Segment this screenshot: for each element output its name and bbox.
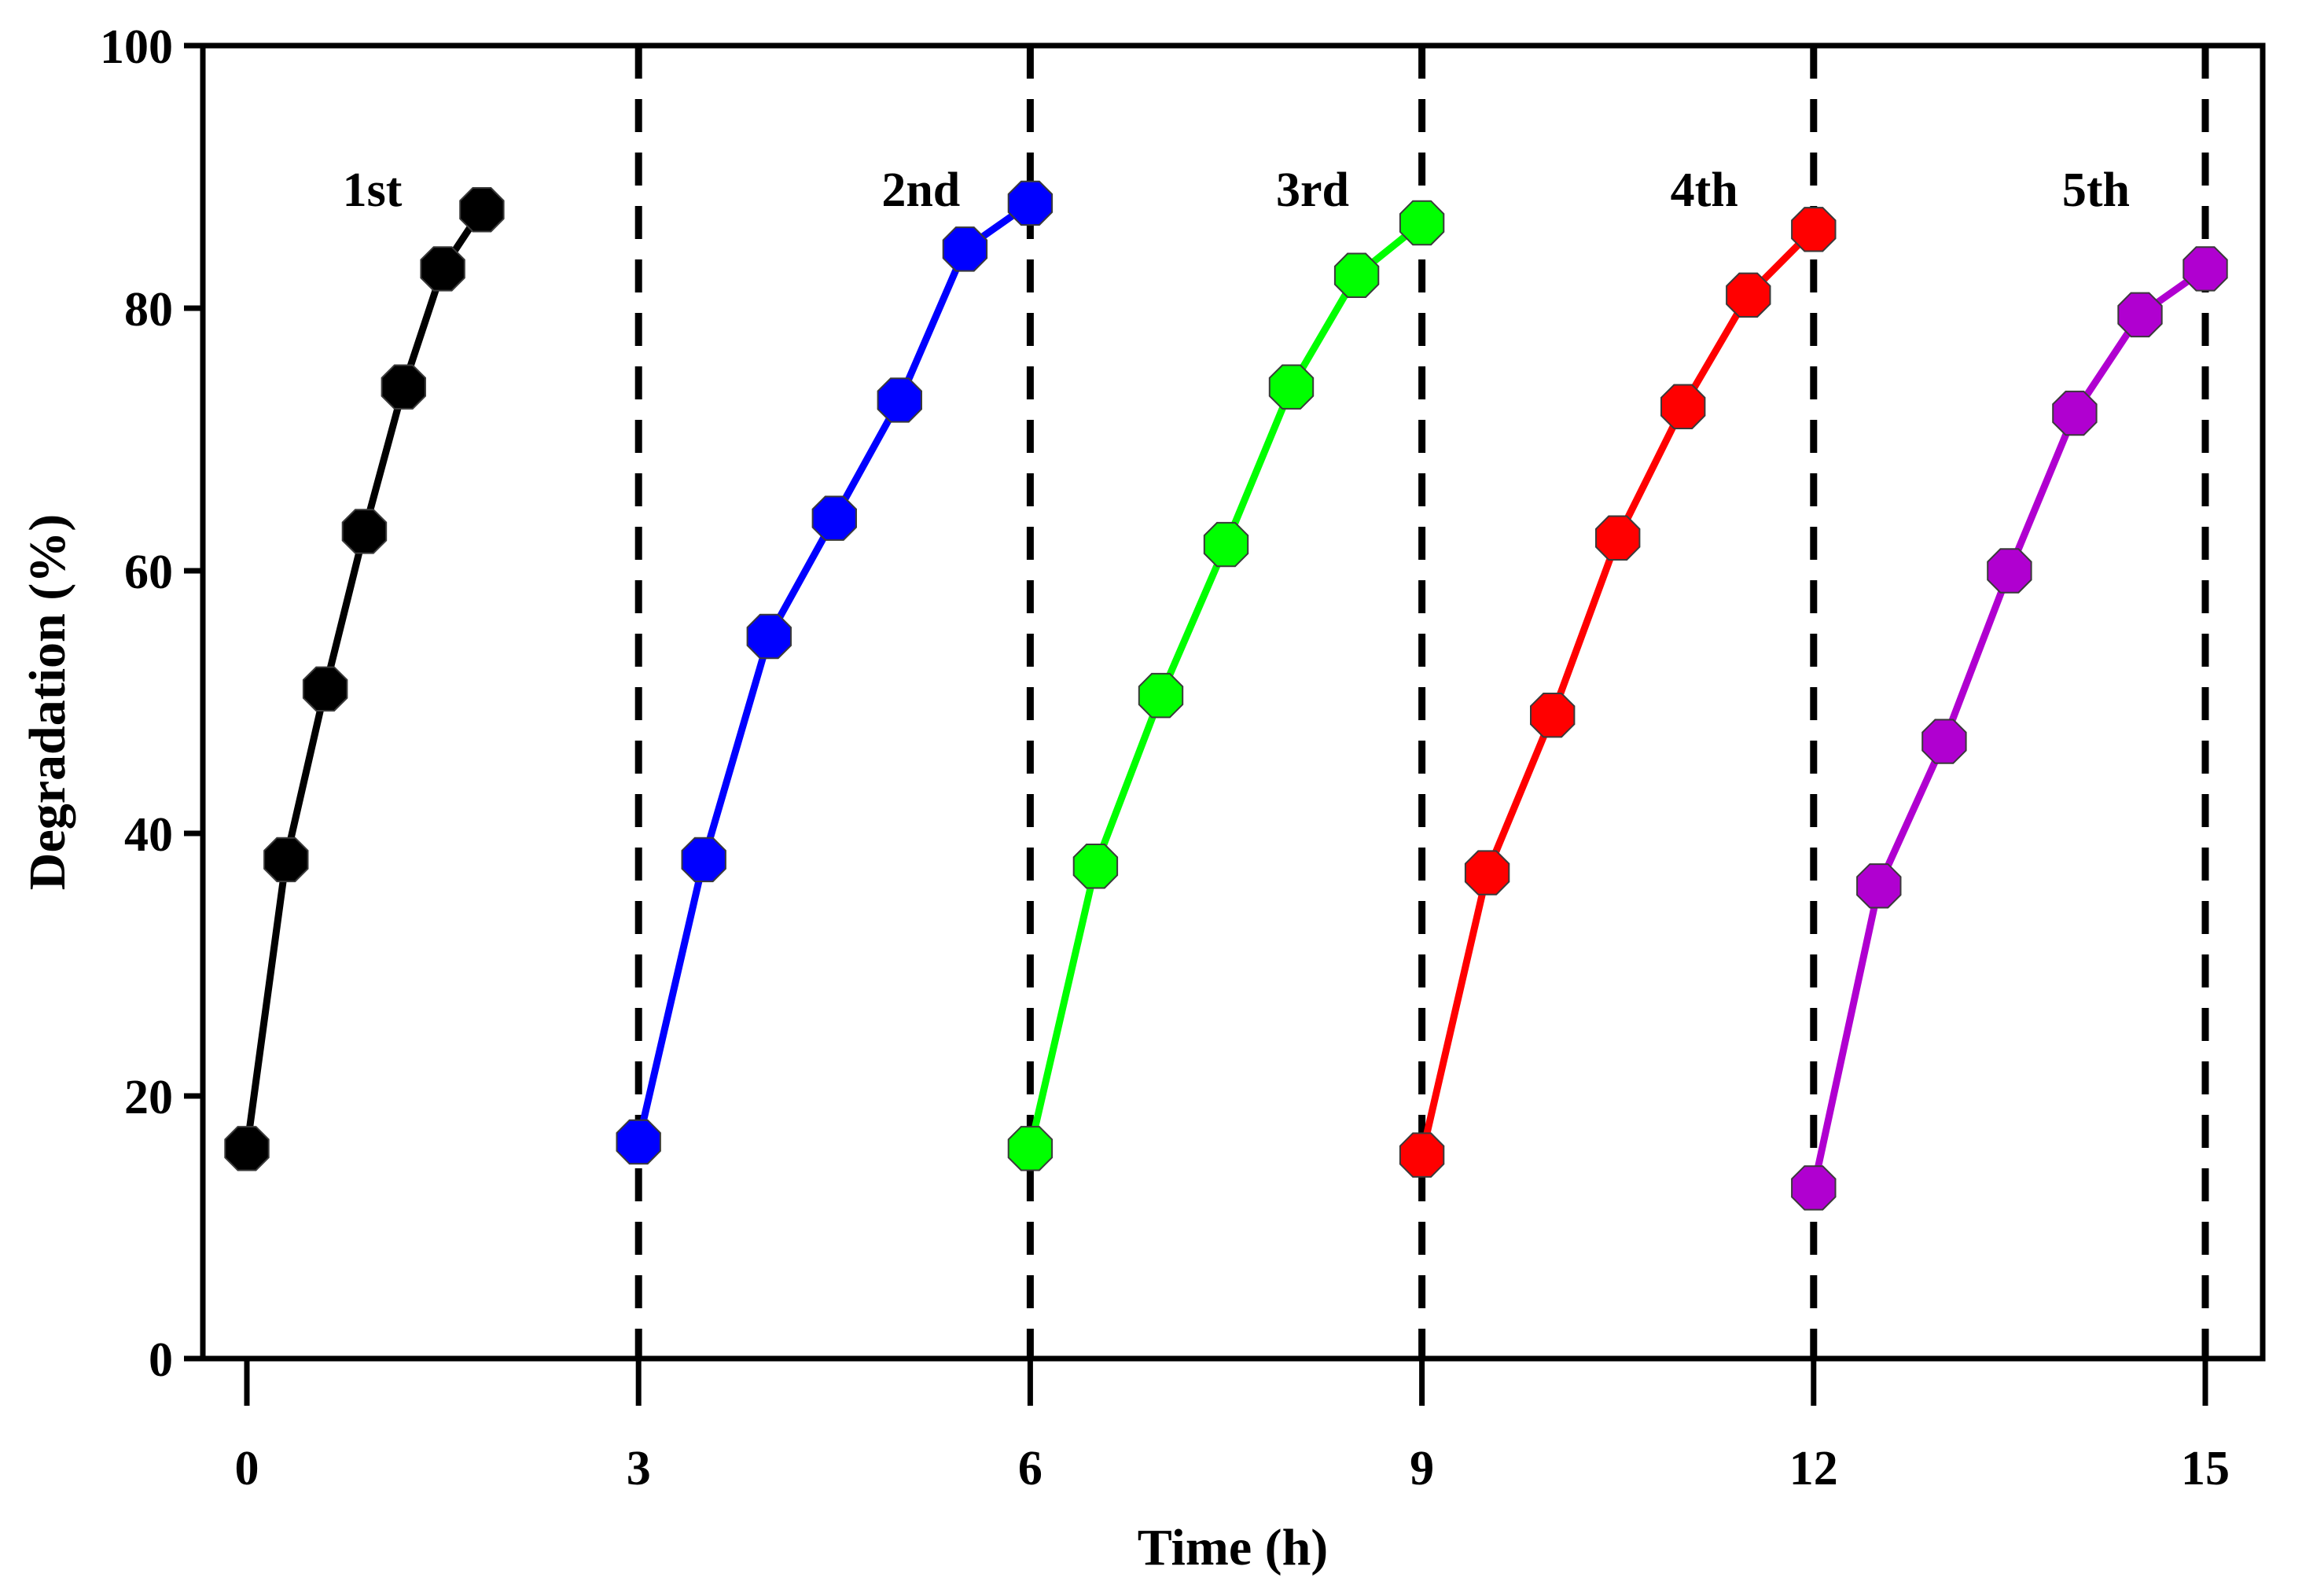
data-point bbox=[1791, 207, 1837, 252]
data-point bbox=[1007, 180, 1054, 226]
data-series bbox=[224, 180, 2228, 1211]
data-point bbox=[459, 187, 505, 233]
data-point bbox=[381, 364, 426, 410]
cycle-labels: 1st 2nd 3rd 4th 5th bbox=[343, 164, 2130, 217]
data-point bbox=[1007, 1126, 1054, 1171]
data-point bbox=[1726, 272, 1771, 318]
y-tick-label: 0 bbox=[149, 1333, 173, 1387]
data-point bbox=[224, 1126, 270, 1171]
x-tick-label: 9 bbox=[1410, 1442, 1434, 1495]
series-4th bbox=[1399, 207, 1837, 1178]
plot-frame bbox=[200, 42, 2266, 1362]
axis-tick-labels: 0 20 40 60 80 100 0 3 6 9 12 15 bbox=[100, 20, 2230, 1495]
data-point bbox=[341, 509, 388, 554]
series-3rd bbox=[1007, 200, 1445, 1171]
series-line bbox=[634, 200, 1032, 1143]
data-point bbox=[2117, 292, 2163, 338]
y-axis-title: Degradation (%) bbox=[19, 514, 76, 890]
series-line bbox=[1810, 266, 2208, 1189]
data-point bbox=[1791, 1165, 1837, 1211]
cycle-label: 4th bbox=[1671, 164, 1738, 217]
series-line bbox=[1418, 226, 1816, 1157]
data-point bbox=[1072, 844, 1119, 889]
series-5th bbox=[1791, 246, 2228, 1211]
x-tick-label: 6 bbox=[1018, 1442, 1043, 1495]
data-point bbox=[1333, 252, 1380, 298]
data-point bbox=[1530, 693, 1576, 738]
y-tick-label: 80 bbox=[124, 283, 173, 336]
data-point bbox=[942, 226, 988, 272]
data-point bbox=[302, 666, 348, 712]
data-point bbox=[746, 613, 792, 660]
data-point bbox=[1268, 364, 1315, 410]
series-line bbox=[243, 208, 485, 1149]
data-point bbox=[1921, 719, 1967, 764]
cycle-label: 1st bbox=[343, 164, 403, 217]
data-point bbox=[1399, 1132, 1445, 1178]
data-point bbox=[1595, 515, 1641, 561]
x-axis-title: Time (h) bbox=[1138, 1519, 1329, 1576]
data-point bbox=[2052, 390, 2098, 436]
cycle-label: 2nd bbox=[881, 164, 960, 217]
axis-ticks bbox=[184, 42, 2208, 1406]
x-tick-label: 0 bbox=[235, 1442, 259, 1495]
data-point bbox=[877, 377, 922, 423]
y-tick-label: 20 bbox=[124, 1071, 173, 1124]
series-line bbox=[1027, 219, 1425, 1149]
data-point bbox=[2182, 246, 2228, 292]
data-point bbox=[1660, 384, 1706, 429]
data-point bbox=[1399, 200, 1445, 246]
cycle-label: 5th bbox=[2062, 164, 2130, 217]
y-tick-label: 100 bbox=[100, 20, 173, 74]
x-tick-label: 15 bbox=[2181, 1442, 2230, 1495]
y-tick-label: 40 bbox=[124, 808, 173, 862]
y-tick-label: 60 bbox=[124, 546, 173, 599]
x-tick-label: 3 bbox=[627, 1442, 651, 1495]
data-point bbox=[263, 837, 309, 883]
data-point bbox=[811, 495, 857, 541]
series-1st bbox=[224, 187, 505, 1171]
data-point bbox=[616, 1119, 661, 1165]
data-point bbox=[1856, 863, 1902, 909]
series-2nd bbox=[616, 180, 1054, 1165]
cycle-label: 3rd bbox=[1276, 164, 1349, 217]
data-point bbox=[420, 246, 465, 292]
data-point bbox=[681, 837, 726, 883]
data-point bbox=[1464, 850, 1510, 895]
data-point bbox=[1138, 672, 1184, 719]
data-point bbox=[1987, 548, 2032, 594]
x-tick-label: 12 bbox=[1789, 1442, 1838, 1495]
data-point bbox=[1203, 521, 1249, 568]
